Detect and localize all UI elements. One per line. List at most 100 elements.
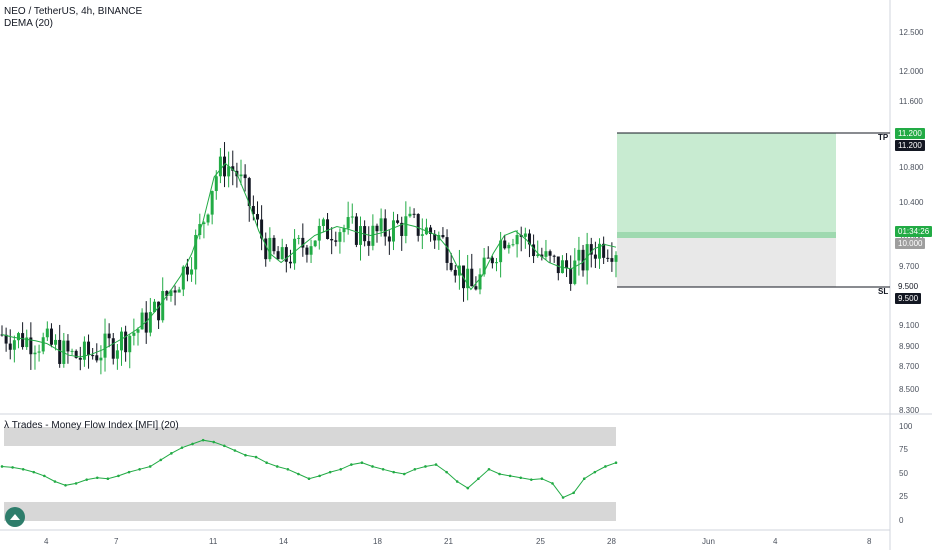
chart-title: NEO / TetherUS, 4h, BINANCE — [4, 6, 143, 17]
candle-body — [548, 251, 552, 256]
mfi-point — [159, 458, 163, 462]
mfi-point — [593, 470, 597, 474]
candle-body — [190, 269, 194, 275]
candle-body — [367, 241, 371, 246]
mfi-tick-label: 50 — [899, 469, 908, 478]
mfi-point — [170, 452, 173, 455]
candle-body — [342, 228, 346, 233]
mfi-point — [582, 477, 586, 481]
candle-body — [371, 225, 375, 246]
candle-body — [532, 244, 536, 257]
mfi-point — [106, 477, 110, 481]
candle-body — [58, 339, 62, 364]
price-tick-label: 10.800 — [899, 163, 924, 172]
candle-body — [536, 254, 540, 257]
candle-body — [589, 244, 593, 255]
mfi-point — [318, 474, 321, 478]
mfi-point — [191, 442, 194, 446]
time-tick-label: 11 — [209, 537, 218, 546]
candle-body — [54, 339, 58, 345]
candle-body — [453, 269, 457, 276]
mfi-point — [339, 468, 343, 471]
candle-body — [288, 261, 292, 264]
candle-body — [326, 219, 330, 239]
candle-body — [433, 233, 437, 241]
time-tick-label: 7 — [114, 537, 119, 546]
mfi-point — [212, 440, 216, 444]
logo-icon[interactable] — [5, 507, 25, 527]
mfi-point — [275, 465, 279, 468]
tp-price-tag: 11.200 — [895, 128, 925, 139]
candle-body — [556, 256, 560, 274]
candle-body — [29, 337, 33, 355]
mfi-point — [223, 444, 226, 448]
mfi-tick-label: 25 — [899, 492, 908, 501]
candle-body — [8, 343, 12, 350]
candle-body — [206, 214, 210, 223]
candle-body — [346, 217, 350, 229]
candle-body — [544, 251, 548, 257]
candle-body — [297, 237, 301, 239]
mfi-point — [455, 480, 459, 483]
candle-body — [581, 249, 585, 271]
candle-body — [280, 247, 284, 260]
mfi-point — [85, 478, 88, 481]
candle-body — [120, 331, 124, 351]
mfi-point — [244, 453, 247, 457]
mfi-point — [148, 465, 152, 468]
mfi-point — [64, 483, 67, 487]
candle-body — [466, 268, 470, 289]
mfi-point — [530, 478, 533, 481]
candle-body — [140, 312, 144, 330]
tp-zone[interactable] — [617, 133, 836, 236]
candle-body — [4, 334, 8, 344]
candle-body — [523, 233, 527, 237]
candle-body — [375, 225, 379, 232]
candle-body — [511, 244, 515, 246]
candle-body — [210, 191, 214, 215]
mfi-point — [117, 474, 120, 478]
mfi-point — [297, 472, 300, 476]
candle-body — [152, 301, 156, 313]
candle-body — [429, 227, 433, 234]
candle-body — [91, 355, 95, 357]
entry-band — [617, 232, 836, 238]
price-tick-label: 12.500 — [899, 28, 924, 37]
mfi-point — [466, 486, 470, 490]
candle-body — [239, 174, 243, 177]
candle-body — [21, 333, 25, 348]
candle-body — [359, 226, 363, 245]
candle-body — [99, 357, 103, 361]
candle-body — [181, 266, 185, 290]
candle-body — [66, 340, 70, 352]
candle-body — [124, 331, 128, 353]
mfi-point — [413, 468, 417, 471]
mfi-point — [381, 468, 385, 471]
mfi-point — [487, 468, 491, 471]
candle-body — [445, 237, 449, 263]
candlestick-series — [0, 142, 618, 375]
mfi-point — [508, 474, 512, 478]
candle-body — [507, 244, 511, 249]
price-tick-label: 9.100 — [899, 321, 920, 330]
mfi-point — [127, 470, 131, 474]
candle-body — [231, 166, 235, 171]
candle-body — [416, 214, 420, 236]
candle-body — [128, 335, 132, 353]
candle-body — [494, 262, 498, 264]
price-tick-label: 12.000 — [899, 67, 924, 76]
candle-body — [107, 333, 111, 339]
time-tick-label: 21 — [444, 537, 453, 546]
sl-price-tag-2: 9.500 — [895, 293, 922, 304]
sl-zone[interactable] — [617, 236, 836, 287]
candle-body — [218, 156, 222, 177]
mfi-point — [445, 470, 448, 474]
countdown-tag: 01:34:26 — [895, 226, 932, 237]
mfi-point — [328, 470, 332, 474]
candle-body — [321, 219, 325, 226]
mfi-tick-label: 100 — [899, 422, 913, 431]
time-tick-label: 25 — [536, 537, 545, 546]
mfi-point — [307, 477, 311, 481]
candle-body — [515, 235, 519, 245]
